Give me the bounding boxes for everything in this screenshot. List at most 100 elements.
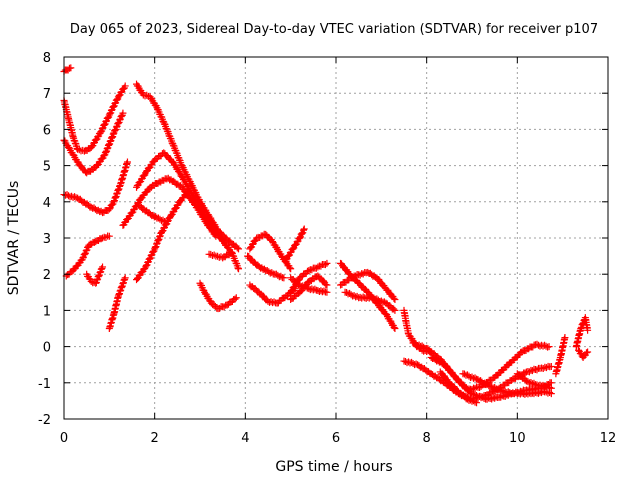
data-point-trail bbox=[245, 253, 260, 268]
data-point-trail bbox=[143, 157, 158, 175]
data-point-trail bbox=[110, 182, 124, 205]
data-point-trail bbox=[97, 113, 113, 136]
data-point-trail bbox=[383, 311, 398, 332]
data-point bbox=[463, 395, 471, 403]
data-point bbox=[547, 363, 555, 371]
data-point-trail bbox=[573, 326, 584, 349]
y-tick-label: 7 bbox=[43, 87, 51, 102]
series-track-14 bbox=[205, 248, 236, 262]
series-track-32 bbox=[552, 334, 569, 378]
data-point bbox=[121, 274, 129, 282]
data-point-trail bbox=[201, 290, 214, 305]
data-point bbox=[545, 343, 553, 351]
data-point-trail bbox=[290, 235, 303, 252]
y-tick-label: -2 bbox=[38, 413, 51, 428]
data-point-trail bbox=[437, 370, 452, 386]
data-point bbox=[128, 209, 136, 217]
data-point bbox=[105, 232, 113, 240]
data-point-trail bbox=[315, 260, 329, 270]
data-point-trail bbox=[465, 396, 479, 406]
x-tick-label: 8 bbox=[423, 431, 431, 446]
data-point bbox=[287, 265, 295, 273]
data-point-trail bbox=[177, 188, 192, 205]
data-point-trail bbox=[167, 198, 183, 219]
data-point bbox=[300, 225, 308, 233]
series-track-3 bbox=[60, 158, 131, 217]
data-points bbox=[60, 64, 592, 407]
data-point bbox=[282, 256, 290, 264]
data-point bbox=[121, 82, 129, 90]
data-point-trail bbox=[142, 247, 158, 270]
data-point-trail bbox=[101, 130, 117, 157]
chart-title: Day 065 of 2023, Sidereal Day-to-day VTE… bbox=[70, 22, 598, 37]
series-track-19 bbox=[287, 259, 331, 296]
data-point-trail bbox=[161, 150, 176, 165]
data-point-trail bbox=[582, 316, 591, 332]
data-point-trail bbox=[470, 390, 488, 402]
data-point bbox=[547, 384, 555, 392]
data-point-trail bbox=[446, 381, 461, 394]
data-point-trail bbox=[283, 246, 296, 263]
series-track-23 bbox=[337, 268, 399, 304]
data-point-trail bbox=[552, 355, 564, 376]
data-point bbox=[391, 325, 399, 332]
data-point-trail bbox=[288, 276, 302, 289]
data-point-trail bbox=[228, 250, 242, 272]
x-tick-label: 10 bbox=[509, 431, 526, 446]
data-point-trail bbox=[61, 137, 72, 150]
data-point bbox=[473, 399, 481, 407]
data-point-trail bbox=[60, 98, 72, 121]
data-point-trail bbox=[147, 179, 162, 191]
data-point bbox=[99, 263, 107, 271]
data-point-trail bbox=[106, 95, 122, 118]
data-point-trail bbox=[133, 171, 149, 190]
data-point-trail bbox=[424, 345, 443, 363]
data-point-trail bbox=[402, 357, 420, 369]
data-point bbox=[561, 334, 569, 342]
y-axis-label: SDTVAR / TECUs bbox=[6, 181, 22, 296]
y-tick-label: 4 bbox=[43, 196, 51, 211]
data-point-trail bbox=[411, 339, 429, 353]
series-track-8 bbox=[133, 80, 243, 253]
series-track-15 bbox=[246, 281, 299, 307]
data-point-trail bbox=[343, 289, 361, 301]
data-point bbox=[235, 265, 243, 273]
data-point bbox=[119, 109, 127, 117]
series-track-24 bbox=[341, 288, 399, 314]
x-tick-label: 12 bbox=[600, 431, 617, 446]
data-point-trail bbox=[580, 349, 590, 360]
series-track-31 bbox=[513, 370, 555, 392]
series-track-18 bbox=[282, 225, 308, 264]
data-point bbox=[228, 248, 236, 256]
data-point bbox=[87, 277, 95, 285]
series-track-4 bbox=[62, 232, 113, 280]
data-point bbox=[314, 263, 322, 271]
y-tick-label: 2 bbox=[43, 268, 51, 283]
x-tick-label: 6 bbox=[332, 431, 340, 446]
data-point-trail bbox=[192, 204, 210, 226]
data-point-trail bbox=[93, 152, 108, 169]
data-point bbox=[305, 267, 313, 275]
data-point-trail bbox=[442, 362, 461, 383]
series-track-17 bbox=[244, 252, 288, 282]
series-track-5 bbox=[83, 263, 107, 287]
y-tick-label: 1 bbox=[43, 304, 51, 319]
data-point-trail bbox=[166, 176, 185, 190]
data-point-trail bbox=[145, 209, 160, 221]
y-tick-label: 3 bbox=[43, 232, 51, 247]
data-point-trail bbox=[370, 294, 388, 306]
series-track-2 bbox=[60, 109, 127, 177]
data-point-trail bbox=[356, 293, 375, 302]
data-point bbox=[296, 234, 304, 242]
series-track-33 bbox=[572, 314, 592, 351]
data-point-trail bbox=[306, 264, 320, 274]
data-point-trail bbox=[510, 386, 529, 398]
data-point-trail bbox=[374, 275, 389, 291]
data-point-trail bbox=[524, 378, 538, 388]
data-point-trail bbox=[152, 150, 166, 163]
data-point bbox=[92, 279, 100, 287]
series-track-6 bbox=[105, 274, 129, 332]
data-point-trail bbox=[515, 371, 529, 384]
data-point-trail bbox=[524, 364, 542, 376]
